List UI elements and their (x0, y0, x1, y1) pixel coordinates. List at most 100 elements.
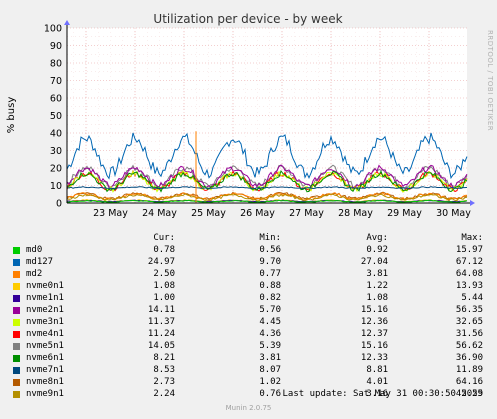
legend-name: nvme6n1 (26, 353, 64, 363)
legend-swatch (13, 307, 20, 314)
series-line-nvme6n1 (66, 169, 468, 193)
legend-min: 8.07 (259, 365, 281, 375)
legend-row: nvme4n1 11.24 4.36 12.37 31.56 (0, 329, 497, 341)
legend-row: nvme8n1 2.73 1.02 4.01 64.16 (0, 377, 497, 389)
x-axis-arrow (470, 200, 475, 206)
legend-min: 5.70 (259, 305, 281, 315)
legend-name: nvme9n1 (26, 389, 64, 399)
y-tick-label: 20 (50, 164, 62, 175)
legend-min: 4.36 (259, 329, 281, 339)
legend-swatch (13, 295, 20, 302)
series-line-nvme9n1 (66, 193, 468, 202)
legend-max: 64.08 (455, 269, 483, 279)
legend-swatch (13, 247, 20, 254)
y-tick-label: 30 (50, 146, 62, 157)
x-tick-label: 30 May (436, 208, 471, 219)
legend: Cur: Min: Avg: Max: md0 0.78 0.56 0.92 15.97… (0, 233, 497, 401)
legend-avg: 0.92 (366, 245, 388, 255)
legend-swatch (13, 343, 20, 350)
legend-avg: 15.16 (360, 341, 388, 351)
y-tick-label: 100 (44, 24, 62, 35)
legend-cur: 8.21 (153, 353, 175, 363)
legend-avg: 15.16 (360, 305, 388, 315)
legend-row: nvme2n1 14.11 5.70 15.16 56.35 (0, 305, 497, 317)
legend-row: md0 0.78 0.56 0.92 15.97 (0, 245, 497, 257)
y-tick-labels: 0 10 20 30 40 50 60 70 80 90 100 (44, 24, 62, 210)
legend-max: 64.16 (455, 377, 483, 387)
y-tick-label: 50 (50, 111, 62, 122)
legend-name: nvme0n1 (26, 281, 64, 291)
legend-name: nvme5n1 (26, 341, 64, 351)
legend-cur: 2.73 (153, 377, 175, 387)
legend-swatch (13, 379, 20, 386)
legend-max: 13.93 (455, 281, 483, 291)
y-tick-label: 70 (50, 76, 62, 87)
legend-row: md127 24.97 9.70 27.04 67.12 (0, 257, 497, 269)
y-tick-label: 60 (50, 94, 62, 105)
legend-name: nvme2n1 (26, 305, 64, 315)
legend-row: nvme7n1 8.53 8.07 8.81 11.89 (0, 365, 497, 377)
chart-title: Utilization per device - by week (153, 12, 342, 26)
legend-avg: 12.33 (360, 353, 388, 363)
series-group (66, 131, 468, 204)
legend-swatch (13, 283, 20, 290)
legend-min: 0.82 (259, 293, 281, 303)
legend-avg: 12.36 (360, 317, 388, 327)
legend-header-min: Min: (259, 233, 281, 243)
legend-avg: 1.22 (366, 281, 388, 291)
legend-min: 0.76 (259, 389, 281, 399)
legend-row: md2 2.50 0.77 3.81 64.08 (0, 269, 497, 281)
legend-name: md0 (26, 245, 43, 255)
legend-avg: 27.04 (360, 257, 388, 267)
legend-max: 15.97 (455, 245, 483, 255)
legend-cur: 11.37 (147, 317, 175, 327)
legend-avg: 12.37 (360, 329, 388, 339)
series-line-nvme8n1 (66, 191, 468, 201)
legend-swatch (13, 391, 20, 398)
legend-cur: 2.24 (153, 389, 175, 399)
x-tick-label: 27 May (289, 208, 324, 219)
legend-name: nvme7n1 (26, 365, 64, 375)
legend-name: nvme4n1 (26, 329, 64, 339)
legend-cur: 11.24 (147, 329, 175, 339)
legend-min: 1.02 (259, 377, 281, 387)
legend-max: 56.35 (455, 305, 483, 315)
legend-avg: 3.81 (366, 269, 388, 279)
legend-row: nvme5n1 14.05 5.39 15.16 56.62 (0, 341, 497, 353)
legend-name: nvme3n1 (26, 317, 64, 327)
legend-avg: 8.81 (366, 365, 388, 375)
legend-max: 56.62 (455, 341, 483, 351)
legend-swatch (13, 331, 20, 338)
x-tick-label: 23 May (93, 208, 128, 219)
y-tick-label: 10 (50, 181, 62, 192)
legend-cur: 2.50 (153, 269, 175, 279)
y-tick-label: 90 (50, 41, 62, 52)
legend-swatch (13, 271, 20, 278)
y-tick-label: 40 (50, 129, 62, 140)
x-tick-label: 25 May (191, 208, 226, 219)
legend-row: nvme3n1 11.37 4.45 12.36 32.65 (0, 317, 497, 329)
series-line-md127 (66, 132, 468, 180)
legend-row: nvme0n1 1.08 0.88 1.22 13.93 (0, 281, 497, 293)
munin-version: Munin 2.0.75 (225, 404, 272, 412)
legend-max: 45.59 (455, 389, 483, 399)
legend-row: nvme1n1 1.00 0.82 1.08 5.44 (0, 293, 497, 305)
y-axis-label: % busy (6, 97, 17, 134)
legend-max: 31.56 (455, 329, 483, 339)
legend-cur: 24.97 (147, 257, 175, 267)
chart: Utilization per device - by week % busy … (6, 12, 475, 219)
legend-cur: 14.11 (147, 305, 175, 315)
legend-max: 36.90 (455, 353, 483, 363)
legend-name: md127 (26, 257, 54, 267)
x-tick-label: 29 May (387, 208, 422, 219)
legend-max: 11.89 (455, 365, 483, 375)
legend-min: 4.45 (259, 317, 281, 327)
legend-max: 67.12 (455, 257, 483, 267)
legend-avg: 1.08 (366, 293, 388, 303)
legend-cur: 0.78 (153, 245, 175, 255)
legend-min: 3.81 (259, 353, 281, 363)
y-tick-label: 80 (50, 59, 62, 70)
legend-header-max: Max: (461, 233, 483, 243)
legend-max: 5.44 (461, 293, 483, 303)
legend-min: 0.77 (259, 269, 281, 279)
